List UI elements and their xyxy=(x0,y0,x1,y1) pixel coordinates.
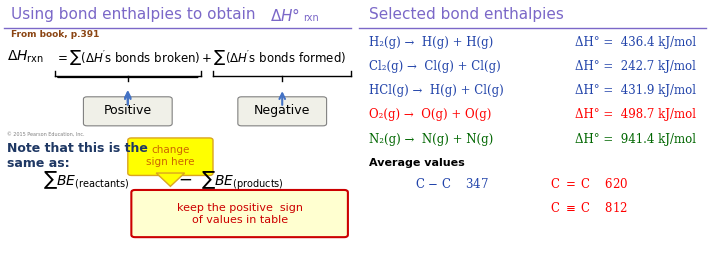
FancyBboxPatch shape xyxy=(84,97,172,126)
Text: N₂(g) →  N(g) + N(g): N₂(g) → N(g) + N(g) xyxy=(369,133,493,146)
Text: ΔH° =  436.4 kJ/mol: ΔH° = 436.4 kJ/mol xyxy=(575,36,697,49)
Text: HCl(g) →  H(g) + Cl(g): HCl(g) → H(g) + Cl(g) xyxy=(369,84,504,97)
Text: ΔH° =  242.7 kJ/mol: ΔH° = 242.7 kJ/mol xyxy=(575,60,696,73)
Text: Selected bond enthalpies: Selected bond enthalpies xyxy=(369,7,564,22)
Text: © 2015 Pearson Education, Inc.: © 2015 Pearson Education, Inc. xyxy=(7,132,84,137)
Polygon shape xyxy=(156,173,185,186)
Text: $-$: $-$ xyxy=(178,169,192,187)
Text: $\Delta H_\mathrm{rxn}$: $\Delta H_\mathrm{rxn}$ xyxy=(7,48,44,65)
Text: Cl₂(g) →  Cl(g) + Cl(g): Cl₂(g) → Cl(g) + Cl(g) xyxy=(369,60,501,73)
Text: ΔH° =  498.7 kJ/mol: ΔH° = 498.7 kJ/mol xyxy=(575,108,696,122)
Text: rxn: rxn xyxy=(304,13,320,23)
Text: C $-$ C    347: C $-$ C 347 xyxy=(415,177,489,191)
FancyBboxPatch shape xyxy=(131,190,348,237)
Text: $\sum BE_\mathrm{(products)}$: $\sum BE_\mathrm{(products)}$ xyxy=(200,169,283,192)
Text: ΔH° =  431.9 kJ/mol: ΔH° = 431.9 kJ/mol xyxy=(575,84,696,97)
Text: From book, p.391: From book, p.391 xyxy=(11,30,99,39)
Text: Positive: Positive xyxy=(104,104,152,117)
FancyBboxPatch shape xyxy=(238,97,327,126)
Text: $\Delta H°$: $\Delta H°$ xyxy=(270,7,300,24)
FancyBboxPatch shape xyxy=(128,138,213,175)
Text: Note that this is the
same as:: Note that this is the same as: xyxy=(7,142,148,170)
Text: Negative: Negative xyxy=(254,104,310,117)
Text: C $\equiv$ C    812: C $\equiv$ C 812 xyxy=(550,201,628,215)
Text: C $=$ C    620: C $=$ C 620 xyxy=(550,177,629,191)
Text: ΔH° =  941.4 kJ/mol: ΔH° = 941.4 kJ/mol xyxy=(575,133,696,146)
Text: Using bond enthalpies to obtain: Using bond enthalpies to obtain xyxy=(11,7,260,22)
Text: keep the positive  sign
of values in table: keep the positive sign of values in tabl… xyxy=(177,204,302,225)
Text: H₂(g) →  H(g) + H(g): H₂(g) → H(g) + H(g) xyxy=(369,36,493,49)
Text: O₂(g) →  O(g) + O(g): O₂(g) → O(g) + O(g) xyxy=(369,108,491,122)
Text: $= \sum(\Delta H\mathregular{'s\ bonds\ broken}) + \sum(\Delta H\mathregular{'s\: $= \sum(\Delta H\mathregular{'s\ bonds\ … xyxy=(55,48,346,67)
Text: change
sign here: change sign here xyxy=(146,145,195,167)
Text: Average values: Average values xyxy=(369,158,465,168)
Text: $\sum BE_\mathrm{(reactants)}$: $\sum BE_\mathrm{(reactants)}$ xyxy=(43,169,129,191)
